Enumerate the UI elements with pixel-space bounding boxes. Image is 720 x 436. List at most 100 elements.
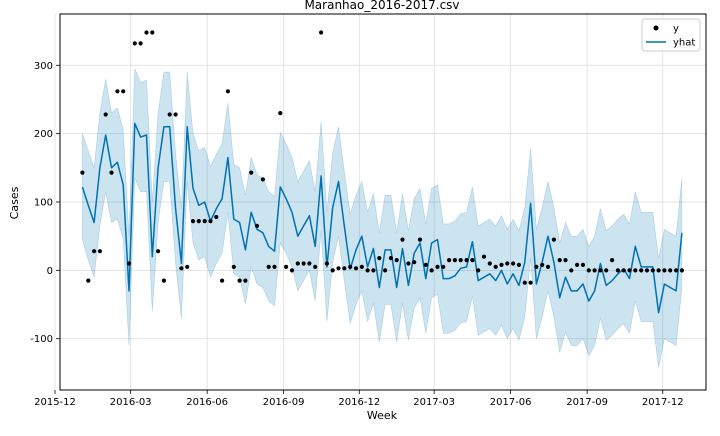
y-point	[580, 262, 586, 267]
y-point	[423, 262, 428, 267]
y-point	[650, 268, 655, 273]
x-axis-label: Week	[367, 409, 398, 422]
y-point	[196, 219, 201, 224]
y-point	[476, 268, 481, 273]
y-point	[540, 262, 545, 267]
y-point	[109, 170, 114, 175]
y-tick-label: 0	[47, 266, 53, 277]
y-point	[481, 254, 487, 259]
y-point	[313, 264, 318, 269]
x-tick-label: 2016-06	[186, 397, 228, 408]
y-point	[103, 112, 108, 117]
y-point	[668, 268, 673, 273]
y-point	[214, 214, 219, 220]
y-point	[464, 258, 469, 263]
y-point	[674, 268, 679, 273]
y-point	[348, 264, 353, 269]
y-point	[499, 262, 504, 267]
y-point	[330, 268, 335, 273]
x-tick-label: 2016-03	[110, 397, 152, 408]
y-point	[243, 278, 248, 283]
y-point	[551, 237, 557, 242]
x-tick-label: 2017-06	[490, 397, 532, 408]
y-point	[220, 278, 225, 283]
y-point	[388, 256, 393, 261]
y-point	[545, 264, 551, 269]
chart-title: Maranhao_2016-2017.csv	[304, 0, 459, 12]
y-point	[435, 264, 440, 269]
y-point	[225, 89, 230, 94]
y-point	[493, 264, 498, 269]
y-point	[400, 237, 405, 242]
y-point	[161, 278, 166, 283]
y-tick-label: 200	[34, 129, 53, 140]
y-point	[289, 268, 295, 273]
y-point	[586, 268, 591, 273]
y-point	[278, 111, 283, 116]
y-point	[115, 89, 120, 94]
y-point	[644, 268, 650, 273]
x-tick-label: 2017-03	[413, 397, 455, 408]
y-point	[627, 268, 632, 273]
y-point	[487, 261, 492, 266]
y-point	[92, 249, 97, 254]
y-point	[231, 264, 236, 269]
y-points-layer	[80, 30, 685, 285]
y-axis-label: Cases	[8, 186, 21, 219]
y-point	[342, 266, 347, 271]
legend: y yhat	[641, 18, 701, 52]
y-point	[97, 249, 102, 254]
y-point	[272, 264, 277, 269]
y-point	[417, 237, 423, 242]
y-point	[679, 268, 685, 273]
y-point	[319, 30, 324, 35]
y-point	[505, 261, 510, 266]
y-point	[615, 268, 621, 273]
y-point	[208, 219, 213, 224]
y-point	[185, 264, 190, 269]
yhat-line	[81, 122, 683, 314]
x-axis-ticks: 2015-12 2016-03 2016-06 2016-09 2016-12 2017-…	[34, 390, 684, 408]
uncertainty-band-area	[82, 68, 683, 368]
y-point	[592, 268, 597, 273]
y-point	[639, 268, 644, 273]
y-point	[202, 219, 207, 224]
y-point	[156, 249, 161, 254]
y-point	[365, 268, 370, 273]
legend-y-marker	[653, 25, 659, 31]
y-point	[441, 264, 446, 269]
y-point	[377, 256, 382, 261]
y-point	[173, 112, 178, 117]
y-point	[254, 223, 260, 228]
x-tick-label: 2015-12	[34, 397, 76, 408]
y-point	[534, 264, 539, 269]
uncertainty-band	[82, 68, 683, 368]
y-point	[633, 268, 638, 273]
y-point	[190, 219, 196, 224]
y-point	[301, 261, 306, 266]
y-point	[307, 261, 312, 266]
y-point	[598, 268, 603, 273]
y-point	[353, 266, 359, 271]
y-point	[284, 264, 289, 269]
y-point	[324, 261, 329, 266]
x-tick-label: 2016-12	[338, 397, 380, 408]
y-point	[260, 177, 265, 182]
y-point	[569, 268, 574, 273]
y-point	[516, 262, 522, 267]
y-point	[336, 266, 341, 271]
y-tick-label: 300	[34, 61, 53, 72]
y-point	[359, 264, 364, 269]
y-point	[138, 41, 143, 46]
legend-y-label: y	[673, 24, 679, 35]
y-point	[121, 89, 126, 94]
yhat-line-layer	[81, 122, 683, 314]
y-point	[656, 268, 661, 273]
y-point	[563, 258, 568, 263]
y-point	[510, 261, 516, 266]
y-point	[295, 261, 300, 266]
grid	[54, 14, 706, 390]
y-point	[621, 268, 626, 273]
y-point	[610, 258, 615, 263]
